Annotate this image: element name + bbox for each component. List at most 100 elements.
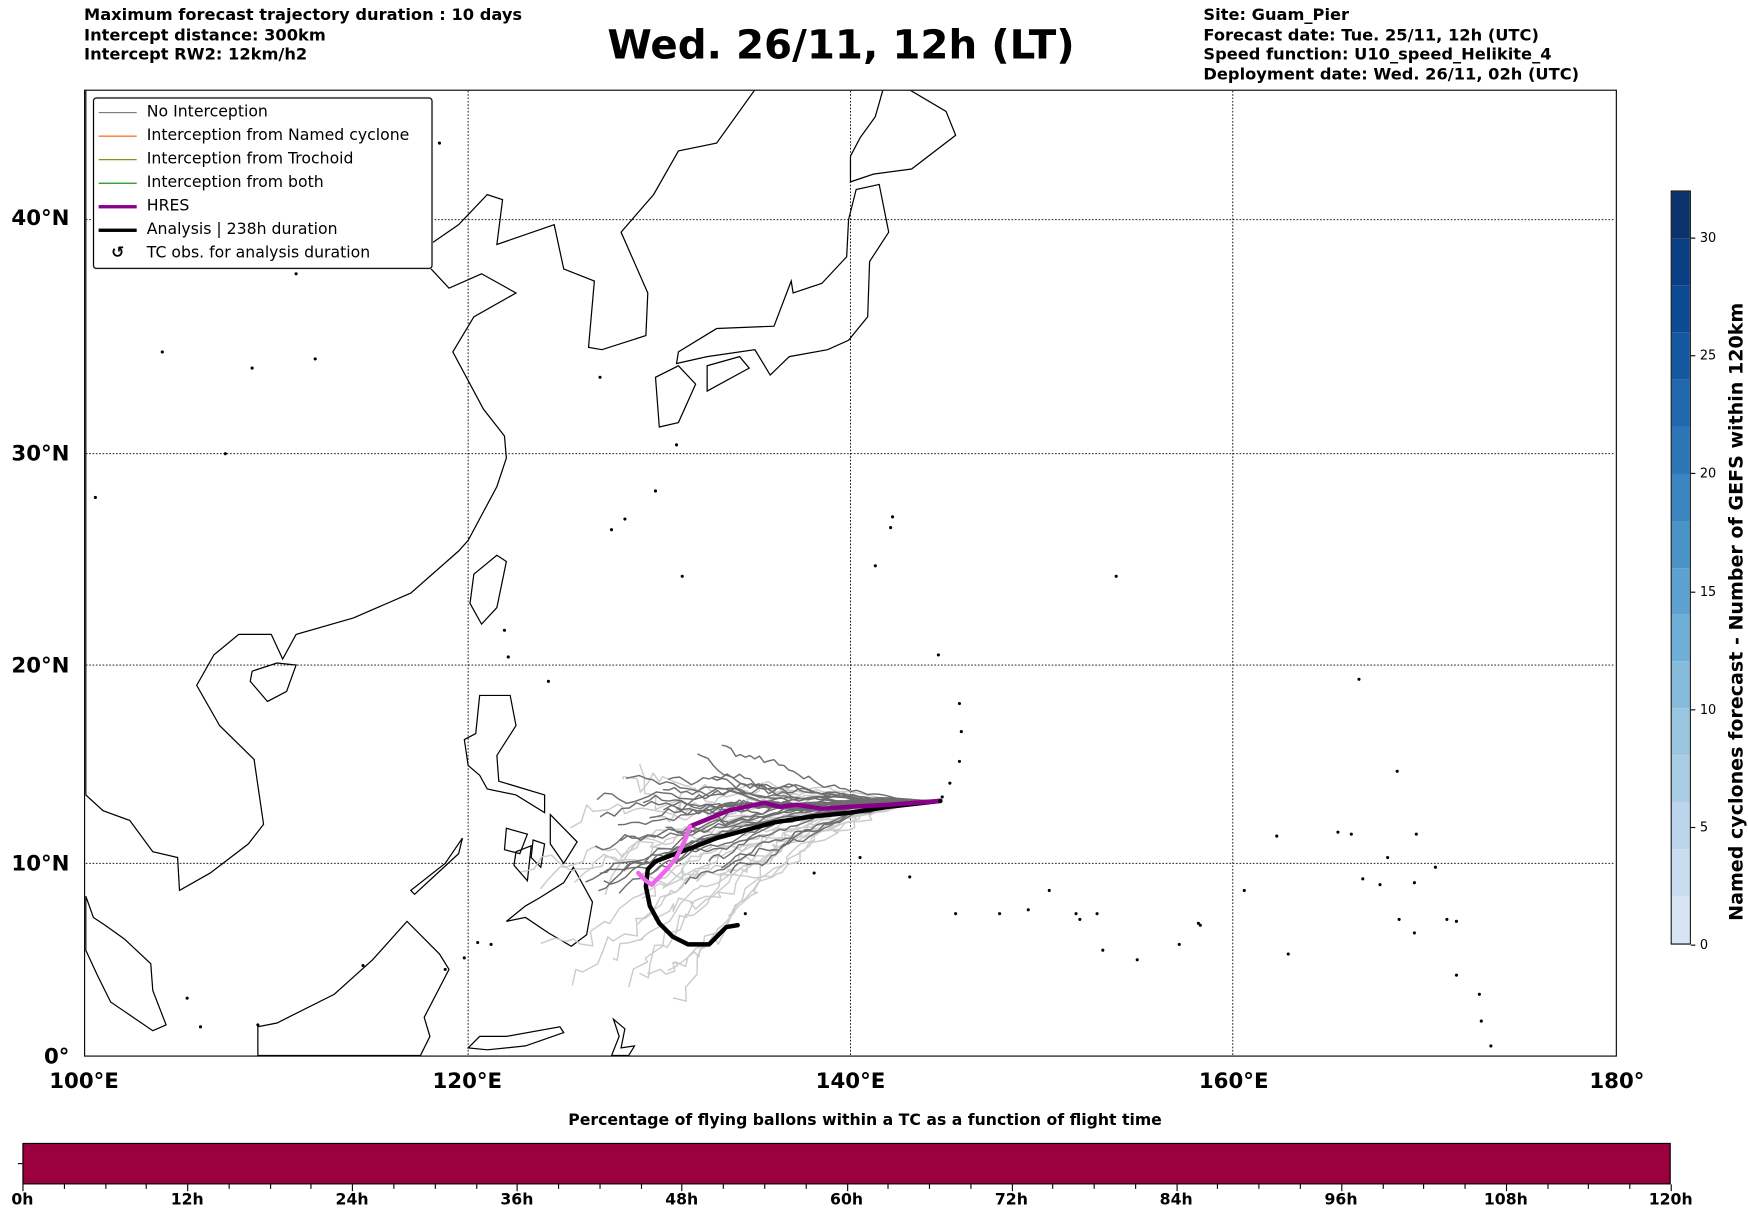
flight-time-tick (722, 1184, 725, 1189)
coastline (466, 1026, 565, 1051)
flight-time-tick (1382, 1184, 1384, 1189)
legend-label: Interception from Named cyclone (146, 126, 410, 145)
flight-time-tick (928, 1184, 931, 1189)
island (1433, 865, 1437, 869)
coastline (675, 183, 890, 377)
legend-item: Interception from Named cyclone (98, 124, 410, 146)
legend-item: Analysis | 238h duration (98, 218, 338, 240)
colorbar-tick (1690, 237, 1696, 239)
colorbar-segment (1671, 896, 1690, 944)
legend-label: Interception from both (146, 173, 324, 192)
legend-item: Interception from both (98, 171, 324, 193)
trajectory-no-interception (721, 744, 941, 802)
coastline (85, 896, 167, 1032)
colorbar-segment (1671, 708, 1690, 756)
island (1378, 883, 1382, 887)
island (223, 452, 227, 456)
flight-time-tick-label: 48h (665, 1191, 699, 1210)
island (1177, 942, 1181, 946)
site-marker (938, 798, 943, 804)
island (623, 517, 627, 521)
island (1196, 921, 1200, 925)
island (437, 141, 442, 145)
colorbar-segment (1671, 473, 1690, 521)
flight-time-tick (187, 1184, 189, 1192)
flight-time-tick (1052, 1184, 1054, 1189)
legend-item: Interception from Trochoid (98, 148, 354, 170)
colorbar-segment (1671, 332, 1690, 380)
map-canvas (85, 75, 1616, 1059)
legend-label: Analysis | 238h duration (146, 220, 338, 239)
flight-time-tick (393, 1184, 395, 1189)
lon-tick-label: 100°E (49, 1068, 119, 1094)
island (443, 967, 447, 971)
island (489, 942, 493, 946)
coastline (257, 920, 450, 1057)
flight-time-tick (1547, 1184, 1549, 1189)
coastline (249, 662, 297, 703)
coastline (469, 554, 508, 626)
flight-time-tick-label: 108h (1483, 1191, 1528, 1210)
flight-time-bar (22, 1142, 1671, 1185)
flight-time-tick (310, 1184, 312, 1189)
colorbar-segment (1671, 849, 1690, 897)
island (476, 940, 480, 945)
island (1412, 881, 1416, 885)
colorbar-segment (1671, 614, 1690, 662)
run-info: Maximum forecast trajectory duration : 1… (84, 7, 522, 66)
site-text: Site: Guam_Pier (1203, 6, 1350, 25)
flight-time-tick-label: 12h (170, 1191, 204, 1210)
island (957, 701, 961, 706)
flight-time-tick-label: 96h (1324, 1191, 1358, 1210)
colorbar-segment (1671, 755, 1690, 803)
cyclone-colorbar (1670, 190, 1691, 945)
island (1395, 769, 1399, 773)
site-info: Site: Guam_Pier Forecast date: Tue. 25/1… (1203, 7, 1579, 85)
flight-time-tick (434, 1184, 436, 1189)
island (250, 366, 254, 370)
island (506, 655, 510, 659)
colorbar-label: Named cyclones forecast - Number of GEFS… (1725, 302, 1748, 921)
intercept-rw2-text: Intercept RW2: 12km/h2 (84, 45, 308, 64)
island (1286, 952, 1290, 956)
island (256, 1023, 260, 1027)
flight-time-tick (22, 1184, 24, 1192)
island (1361, 877, 1365, 881)
flight-time-tick (1629, 1184, 1631, 1189)
trajectory-no-interception (612, 800, 941, 962)
flight-time-tick (846, 1184, 848, 1192)
flight-time-tick (104, 1184, 106, 1189)
island (93, 495, 97, 500)
colorbar-tick-label: 15 (1699, 583, 1717, 599)
flight-time-title: Percentage of flying ballons within a TC… (568, 1111, 1162, 1130)
flight-time-tick (1093, 1184, 1095, 1189)
island (546, 679, 550, 683)
flight-time-tick (516, 1184, 519, 1192)
colorbar-segment (1671, 191, 1690, 239)
flight-time-tick (805, 1184, 807, 1189)
legend-label: Interception from Trochoid (146, 150, 354, 169)
island (1489, 1044, 1493, 1048)
colorbar-tick-label: 5 (1699, 818, 1709, 835)
colorbar-tick (1690, 473, 1696, 475)
colorbar-tick (1690, 708, 1696, 711)
flight-time-tick (1588, 1184, 1590, 1189)
flight-time-tick (887, 1184, 889, 1189)
cyclone-symbol-icon: ↺ (111, 244, 125, 263)
lat-tick-label: 40°N (11, 206, 70, 232)
legend-item: ↺ TC obs. for analysis duration (99, 242, 370, 264)
flight-time-tick (1299, 1184, 1301, 1189)
colorbar-tick (1690, 944, 1696, 946)
colorbar-tick (1690, 826, 1696, 828)
legend-item: No Interception (98, 101, 268, 123)
colorbar-segment (1671, 379, 1690, 427)
island (1101, 948, 1105, 952)
analysis-trajectory (643, 798, 943, 947)
colorbar-tick-label: 30 (1699, 229, 1717, 246)
lon-tick-label: 140°E (815, 1068, 886, 1094)
colorbar-segment (1671, 426, 1690, 474)
island (160, 350, 164, 354)
legend-swatch (98, 182, 137, 184)
flight-time-tick (352, 1184, 354, 1192)
flight-time-tick (1258, 1184, 1260, 1189)
